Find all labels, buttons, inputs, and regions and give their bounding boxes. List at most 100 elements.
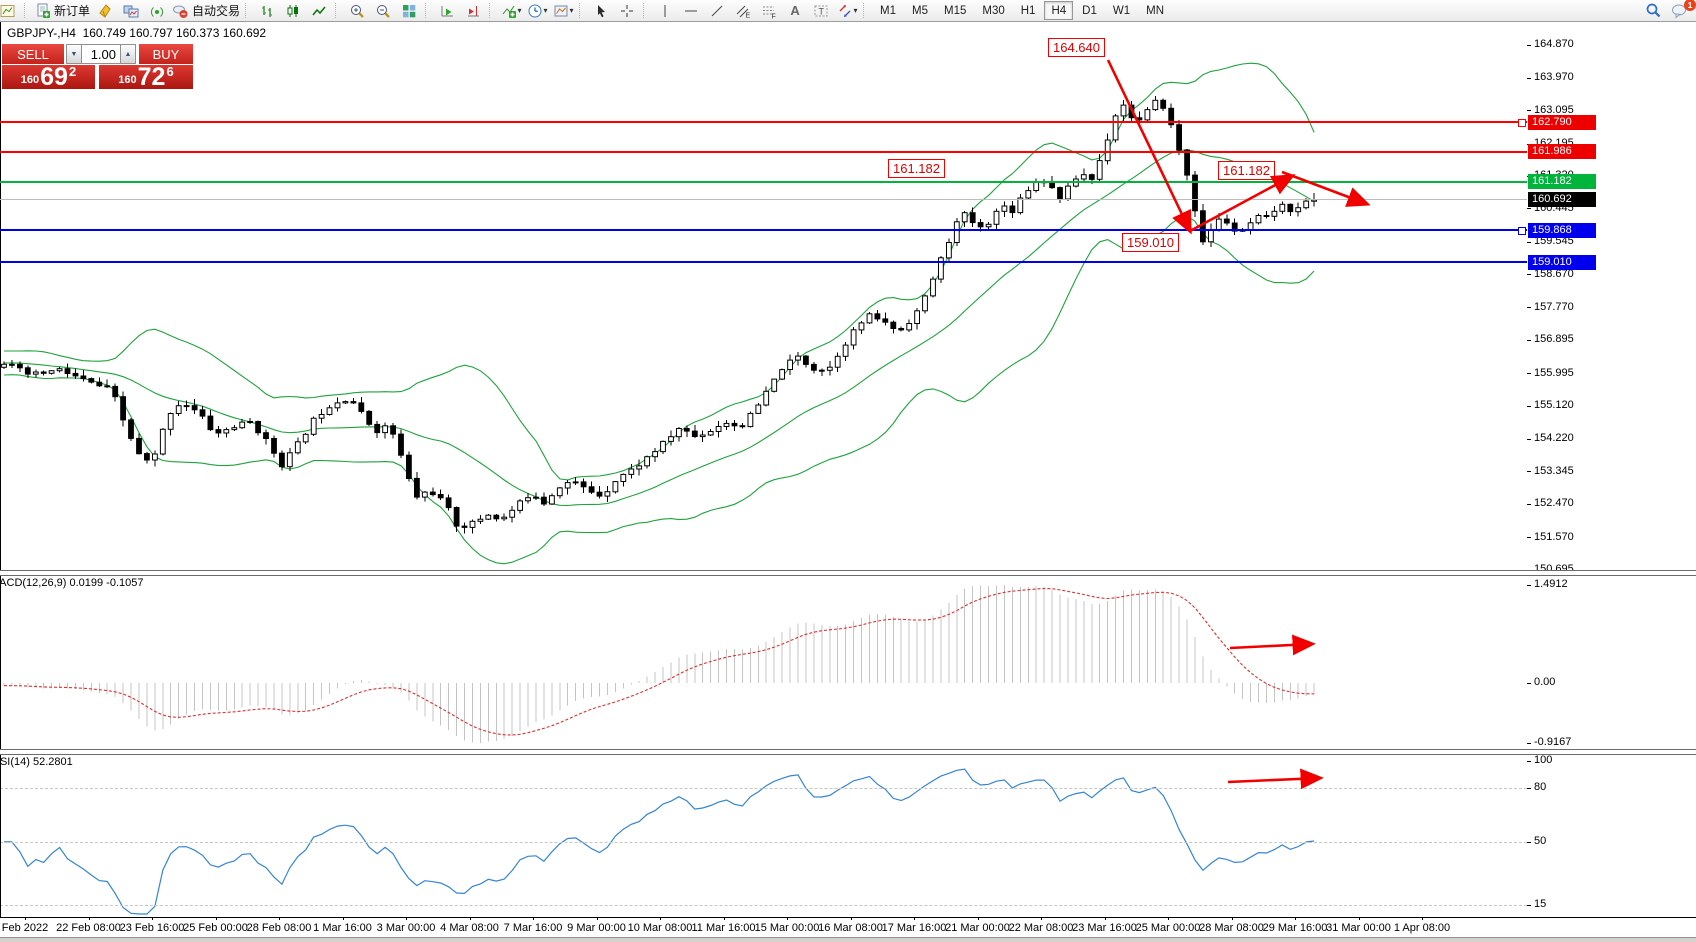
price-level-label: 159.010 [1528,254,1596,270]
time-tick [1295,917,1296,920]
candlestick-mode-button[interactable] [280,1,306,20]
channel-letter: E [746,12,751,19]
sell-button[interactable]: SELL [2,44,64,64]
pane-divider[interactable] [0,749,1696,755]
templates-button[interactable]: ▾ [550,1,576,20]
candle [136,437,142,455]
price-label: 158.670 [1534,267,1574,280]
profiles-icon[interactable] [118,1,144,20]
candle [247,421,253,423]
candle [739,425,746,428]
arrows-tool[interactable]: ▾ [834,1,860,20]
time-axis-line [0,917,1696,918]
timeframe-MN[interactable]: MN [1146,4,1164,17]
candle [32,371,39,375]
buy-price-box[interactable]: 160 72 6 [99,65,193,89]
macd-label: 1.4912 [1534,578,1568,591]
rsi-level-80 [0,788,1527,789]
price-annotation-box[interactable]: 161.182 [888,159,945,178]
volume-increase-button[interactable]: ▲ [120,44,136,64]
price-annotation-box[interactable]: 161.182 [1218,161,1275,180]
sell-price-box[interactable]: 160 69 2 [2,65,95,89]
trendline-tool[interactable] [704,1,730,20]
candle [834,355,841,368]
macd-label: -0.9167 [1534,736,1572,749]
timeframe-group: M1 M5 M15 M30 H1 H4 D1 W1 MN [872,1,1172,20]
timeframe-M30[interactable]: M30 [982,4,1005,17]
time-label: 1 Mar 16:00 [313,922,372,934]
timeframe-M15[interactable]: M15 [944,4,967,17]
candle [199,409,206,417]
time-label: 10 Mar 08:00 [627,922,693,934]
price-level-label: 162.790 [1528,114,1596,130]
candle [596,491,603,497]
signals-icon[interactable] [144,1,170,20]
line-chart-mode-button[interactable] [306,1,332,20]
rsi-line [3,768,1315,915]
zoom-in-button[interactable] [344,1,370,20]
rsi-pane-canvas[interactable] [0,753,1527,917]
auto-scroll-button[interactable] [434,1,460,20]
text-tool[interactable]: A [782,1,808,20]
line-handle[interactable] [1518,119,1526,128]
kite-icon [99,3,111,18]
time-tick [279,917,280,920]
notifications-button[interactable]: 1 [1666,0,1696,20]
text-label-tool[interactable]: T [808,1,834,20]
tile-windows-button[interactable] [396,1,422,20]
hline-159.868[interactable] [0,229,1527,232]
price-annotation-box[interactable]: 159.010 [1122,233,1179,252]
price-tick [1527,274,1531,276]
timeframe-H4[interactable]: H4 [1044,1,1074,20]
crosshair-tool-button[interactable] [614,1,640,20]
volume-input[interactable]: 1.00 [82,44,120,64]
autotrading-button[interactable]: 自动交易 [170,1,242,20]
chart-shift-button[interactable] [460,1,486,20]
timeframe-W1[interactable]: W1 [1112,4,1131,17]
macd-label: MACD(12,26,9) 0.0199 -0.1057 [0,577,144,589]
hline-159.010[interactable] [0,261,1527,264]
line-handle[interactable] [1518,227,1526,236]
time-label: 16 Mar 08:00 [818,922,883,934]
buy-price-prefix: 160 [118,74,137,86]
candle [850,329,857,346]
indicators-button[interactable]: ▾ [498,1,524,20]
pane-divider[interactable] [0,570,1696,576]
price-annotation-box[interactable]: 164.640 [1048,38,1105,57]
macd-pane-canvas[interactable] [0,574,1527,749]
hline-162.790[interactable] [0,121,1527,124]
channel-tool[interactable]: E [730,1,756,20]
timeframe-H1[interactable]: H1 [1020,4,1036,17]
timeframe-M5[interactable]: M5 [912,4,928,17]
cursor-tool-button[interactable] [588,1,614,20]
time-tick [342,917,344,920]
candle [795,355,801,361]
candle [1065,185,1071,200]
price-label: 151.570 [1534,530,1574,543]
search-button[interactable] [1640,1,1666,20]
candle [517,500,524,511]
fibonacci-tool[interactable]: F [756,1,782,20]
buy-button[interactable]: BUY [139,44,193,64]
bar-chart-mode-button[interactable] [254,1,280,20]
candle [1223,218,1230,224]
hline-161.182[interactable] [0,180,1527,183]
templates-icon [554,5,568,16]
vertical-line-tool[interactable] [652,1,678,20]
zoom-out-button[interactable] [370,1,396,20]
timeframe-D1[interactable]: D1 [1082,4,1097,17]
new-order-button[interactable]: 新订单 [33,1,92,20]
cursor-icon [598,4,606,17]
candle [183,405,190,408]
new-chart-icon[interactable] [0,1,21,20]
sell-label: SELL [17,46,49,62]
timeframe-M1[interactable]: M1 [880,4,897,17]
volume-decrease-button[interactable]: ▼ [66,44,82,64]
periods-button[interactable]: ▾ [524,1,550,20]
main-chart-canvas[interactable] [0,21,1527,570]
candle [159,428,166,455]
market-icon[interactable] [92,1,118,20]
candle [1057,187,1063,200]
hline-161.986[interactable] [0,150,1527,153]
horizontal-line-tool[interactable] [678,1,704,20]
